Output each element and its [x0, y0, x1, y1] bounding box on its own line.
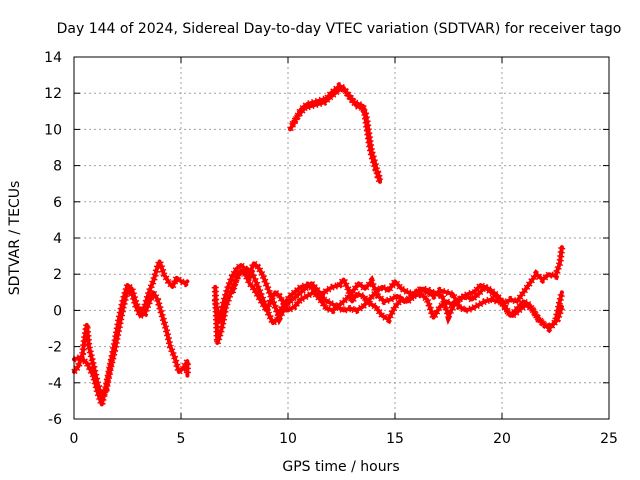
axis-ticks [73, 56, 610, 420]
y-tick-label: 10 [44, 122, 62, 138]
x-tick-label: 15 [386, 431, 404, 447]
y-tick-label: 0 [53, 303, 62, 319]
series-trace-1-markers [73, 251, 190, 418]
y-tick-label: 4 [53, 231, 62, 247]
y-tick-label: 6 [53, 195, 62, 211]
series-trace-5-markers [229, 265, 566, 331]
y-tick-label: -6 [48, 412, 62, 428]
y-tick-labels: -6 -4 -2 0 2 4 6 8 10 12 14 [44, 50, 62, 428]
x-tick-label: 20 [493, 431, 511, 447]
chart-title: Day 144 of 2024, Sidereal Day-to-day VTE… [57, 21, 622, 37]
y-tick-label: 8 [53, 159, 62, 175]
y-tick-label: 14 [44, 50, 62, 66]
x-tick-labels: 0 5 10 15 20 25 [70, 431, 618, 447]
series-trace-7-markers [289, 83, 384, 182]
x-tick-label: 5 [177, 431, 186, 447]
y-tick-label: -2 [48, 340, 62, 356]
series-trace-2-markers [71, 284, 191, 407]
data-series [71, 81, 566, 418]
x-tick-label: 10 [279, 431, 297, 447]
y-tick-label: 12 [44, 86, 62, 102]
y-axis-label: SDTVAR / TECUs [7, 181, 23, 296]
x-tick-label: 25 [600, 431, 618, 447]
y-tick-label: -4 [48, 376, 62, 392]
x-tick-label: 0 [70, 431, 79, 447]
x-axis-label: GPS time / hours [282, 459, 399, 475]
y-tick-label: 2 [53, 267, 62, 283]
grid [74, 57, 609, 419]
